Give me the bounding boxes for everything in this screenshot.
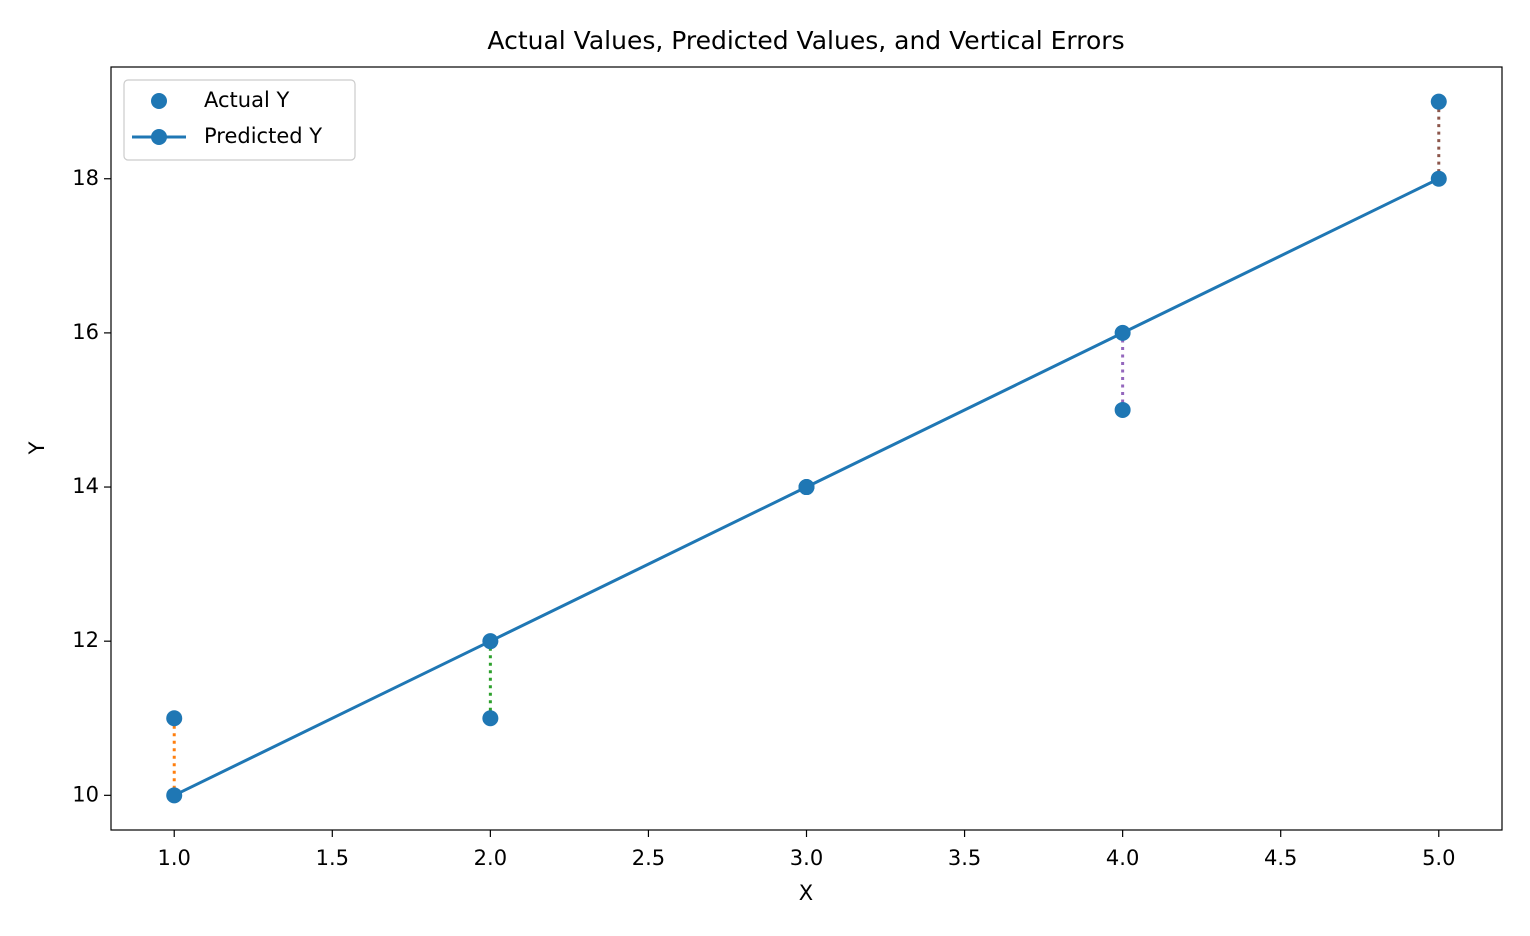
legend-label: Actual Y bbox=[204, 88, 289, 112]
predicted-point bbox=[1430, 170, 1447, 187]
predicted-point bbox=[482, 633, 499, 650]
actual-point bbox=[1114, 401, 1131, 418]
y-tick-label: 10 bbox=[72, 782, 99, 806]
x-tick-label: 2.5 bbox=[632, 846, 665, 870]
plot-frame bbox=[110, 66, 1503, 831]
x-tick-label: 3.0 bbox=[790, 846, 823, 870]
legend-marker bbox=[151, 129, 167, 145]
legend-marker bbox=[151, 93, 167, 109]
predicted-point bbox=[1114, 324, 1131, 341]
actual-point bbox=[166, 710, 183, 727]
y-tick-label: 16 bbox=[72, 320, 99, 344]
legend: Actual Y Predicted Y bbox=[123, 79, 356, 161]
x-tick-label: 4.0 bbox=[1106, 846, 1139, 870]
predicted-point bbox=[798, 479, 815, 496]
predicted-point bbox=[166, 787, 183, 804]
y-axis-label: Y bbox=[25, 441, 49, 455]
actual-point bbox=[482, 710, 499, 727]
y-tick-label: 14 bbox=[72, 474, 99, 498]
chart-title: Actual Values, Predicted Values, and Ver… bbox=[487, 26, 1124, 55]
x-tick-label: 3.5 bbox=[948, 846, 981, 870]
legend-label: Predicted Y bbox=[204, 124, 322, 148]
x-tick-label: 1.0 bbox=[158, 846, 191, 870]
actual-point bbox=[1430, 93, 1447, 110]
y-tick-label: 18 bbox=[72, 166, 99, 190]
x-tick-label: 1.5 bbox=[316, 846, 349, 870]
x-axis-label: X bbox=[799, 881, 813, 905]
x-tick-label: 5.0 bbox=[1422, 846, 1455, 870]
y-tick-label: 12 bbox=[72, 628, 99, 652]
x-tick-label: 2.0 bbox=[474, 846, 507, 870]
x-tick-label: 4.5 bbox=[1264, 846, 1297, 870]
legend-box bbox=[123, 79, 356, 161]
